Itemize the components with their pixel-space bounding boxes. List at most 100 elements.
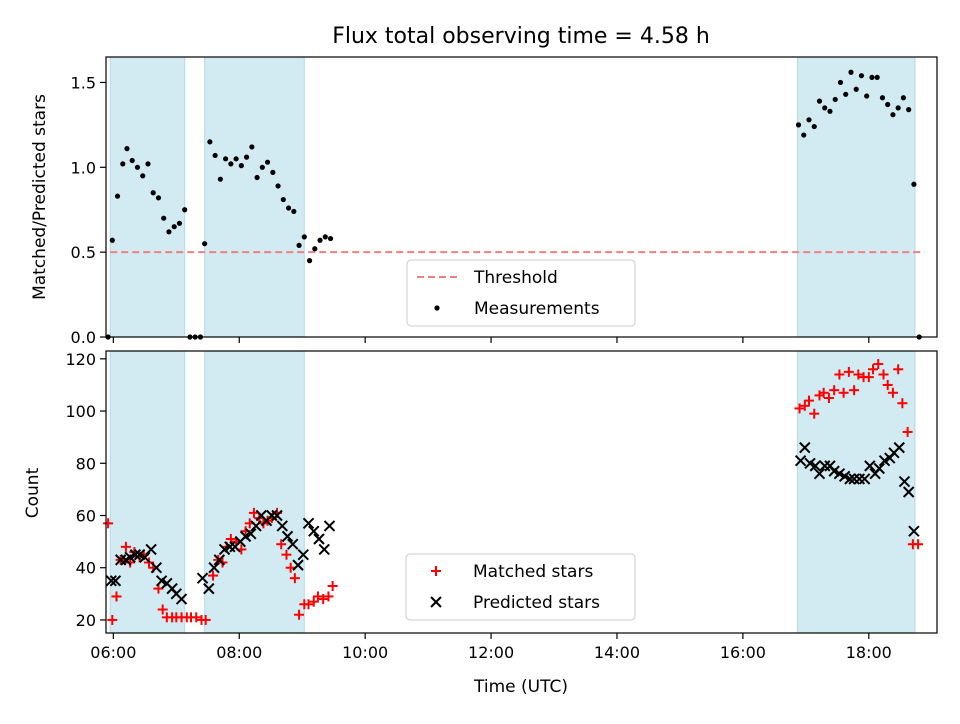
measurement-point: [259, 164, 265, 170]
y-tick-label: 60: [76, 507, 96, 526]
matched-stars-point: [312, 591, 323, 602]
x-tick-label: 16:00: [720, 643, 766, 662]
predicted-stars-point: [203, 582, 215, 595]
y-tick-label: 0.0: [71, 328, 96, 347]
measurement-point: [858, 73, 865, 79]
matched-stars-point: [120, 541, 131, 552]
measurement-point: [176, 220, 183, 226]
measurement-point: [217, 176, 223, 182]
matched-stars-point: [893, 364, 904, 375]
x-tick-label: 06:00: [90, 643, 136, 662]
legend-label: Matched stars: [473, 562, 593, 582]
matched-stars-point: [107, 614, 118, 625]
measurement-point: [795, 122, 802, 128]
top-y-axis-label: Matched/Predicted stars: [30, 94, 50, 300]
measurement-point: [129, 157, 135, 164]
predicted-stars-point: [794, 454, 807, 467]
bottom-panel: 20 40 60 80 100 120 06:00 08:00 10:00 12:00 14:00 1…: [65, 350, 938, 662]
top-panel: 0.0 0.5 1.0 1.5 Threshold Measurements: [71, 56, 938, 347]
measurement-point: [801, 132, 807, 138]
matched-stars-point: [281, 549, 292, 560]
matched-stars-point: [902, 426, 913, 437]
matched-stars-point: [863, 372, 874, 383]
predicted-stars-point: [873, 462, 885, 475]
predicted-stars-point: [323, 520, 336, 532]
predicted-stars-point: [898, 475, 911, 488]
predicted-stars-point: [105, 575, 117, 587]
predicted-stars-point: [893, 441, 905, 454]
measurement-point: [202, 241, 208, 247]
matched-stars-point: [887, 387, 898, 398]
matched-stars-point: [303, 599, 314, 610]
shaded-interval: [796, 350, 916, 634]
predicted-stars-point: [318, 543, 330, 556]
measurement-point: [890, 112, 896, 118]
y-tick-label: 80: [76, 454, 96, 473]
measurement-point: [150, 190, 156, 196]
predicted-stars-point: [844, 473, 856, 485]
predicted-stars-point: [908, 525, 920, 537]
predicted-stars-point: [213, 554, 226, 566]
predicted-stars-point: [114, 554, 127, 566]
matched-stars-point: [838, 387, 849, 398]
axes-frame: [105, 350, 938, 634]
measurement-point: [155, 195, 162, 201]
measurement-point: [864, 93, 870, 99]
measurement-point: [296, 242, 302, 248]
matched-stars-point: [803, 395, 814, 406]
matched-stars-point: [849, 385, 860, 396]
measurement-point: [874, 74, 880, 80]
predicted-stars-point: [175, 593, 188, 605]
predicted-stars-point: [224, 541, 236, 553]
measurement-point: [233, 156, 239, 162]
measurement-point: [301, 234, 307, 240]
measurement-point: [212, 152, 218, 159]
matched-stars-point: [191, 612, 202, 623]
predicted-stars-point: [150, 562, 163, 574]
matched-stars-point: [818, 387, 829, 398]
shaded-interval: [204, 56, 305, 338]
measurement-point: [317, 237, 323, 243]
matched-stars-point: [897, 398, 908, 409]
matched-stars-point: [878, 369, 889, 380]
predicted-stars-point: [245, 528, 257, 540]
shaded-interval: [204, 350, 305, 634]
measurement-point: [885, 101, 891, 108]
measurement-point: [911, 181, 917, 187]
measurement-point: [853, 86, 859, 92]
predicted-stars-point: [864, 460, 876, 472]
matched-stars-point: [276, 539, 287, 550]
measurement-point: [816, 98, 823, 104]
bottom-y-axis-label: Count: [23, 467, 43, 518]
measurement-point: [171, 224, 177, 230]
matched-stars-point: [843, 366, 854, 377]
legend: Matched stars Predicted stars: [405, 553, 636, 621]
measurement-point: [879, 95, 886, 101]
shaded-interval: [796, 56, 916, 338]
measurement-point: [811, 123, 817, 130]
predicted-stars-point: [813, 468, 826, 480]
measurement-point: [869, 74, 875, 80]
predicted-stars-point: [287, 538, 299, 550]
legend-box: [405, 553, 636, 621]
measurement-point: [285, 205, 292, 211]
matched-stars-point: [873, 359, 884, 370]
measurement-point: [161, 215, 167, 221]
measurement-point: [843, 91, 849, 97]
measurement-point: [124, 146, 130, 152]
predicted-stars-point: [853, 473, 866, 485]
matched-stars-point: [327, 581, 338, 591]
legend-label: Measurements: [474, 299, 600, 319]
predicted-stars-point: [313, 533, 325, 545]
y-tick-label: 100: [65, 402, 96, 421]
matched-stars-point: [103, 518, 114, 529]
matched-stars-point: [308, 596, 319, 607]
measurement-point: [837, 79, 844, 86]
predicted-stars-point: [809, 460, 821, 472]
measurement-point: [145, 161, 151, 167]
measurement-point: [806, 117, 812, 123]
measurement-point: [223, 156, 229, 162]
legend-matched-swatch: [431, 566, 441, 576]
measurement-point: [182, 207, 188, 213]
measurement-point: [238, 163, 244, 169]
